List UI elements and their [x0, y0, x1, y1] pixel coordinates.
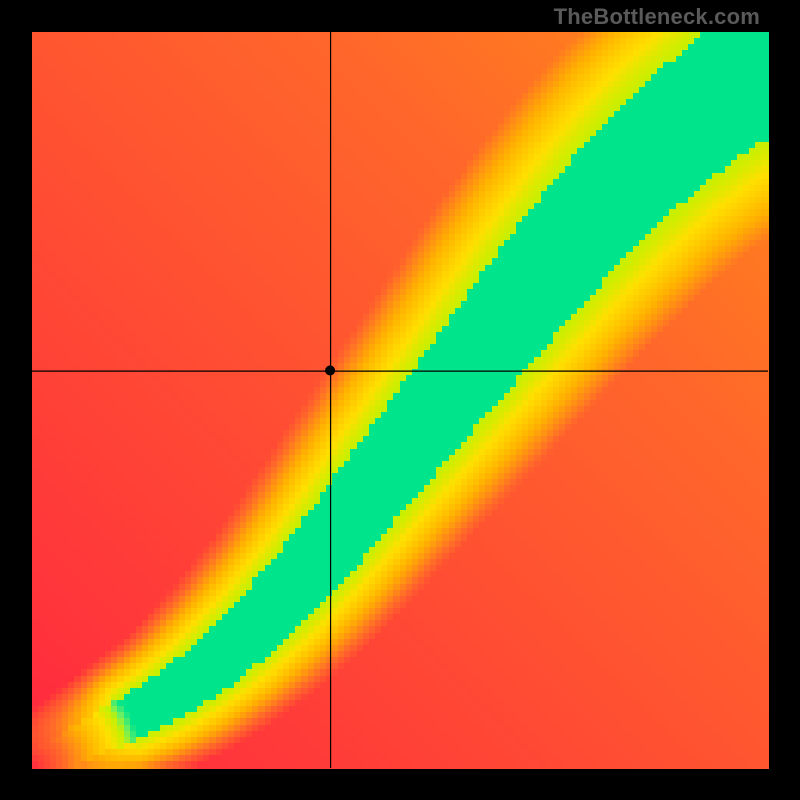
watermark-text: TheBottleneck.com	[554, 4, 760, 30]
chart-container: TheBottleneck.com	[0, 0, 800, 800]
overlay-canvas	[0, 0, 800, 800]
